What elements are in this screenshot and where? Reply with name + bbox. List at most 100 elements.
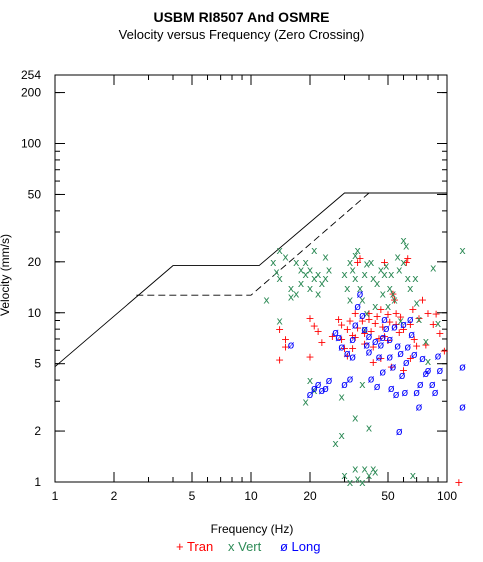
long-point: ø — [425, 364, 432, 377]
vert-point: x — [361, 268, 368, 281]
vert-point: x — [344, 282, 351, 295]
tran-point: + — [378, 321, 387, 334]
tran-point: + — [364, 307, 373, 320]
long-point: ø — [357, 288, 364, 301]
y-tick-label: 100 — [21, 137, 41, 151]
vert-point: x — [322, 272, 329, 285]
y-tick-label: 200 — [21, 86, 41, 100]
vert-point: x — [354, 472, 361, 485]
vert-point: x — [347, 293, 354, 306]
vert-point: x — [307, 264, 314, 277]
vert-point: x — [413, 297, 420, 310]
vert-point: x — [364, 307, 371, 320]
long-point: ø — [459, 361, 466, 374]
vert-point: x — [386, 282, 393, 295]
vert-point: x — [430, 262, 437, 275]
long-point: ø — [408, 328, 415, 341]
long-point: ø — [307, 388, 314, 401]
tran-point: + — [305, 351, 314, 364]
long-point: ø — [352, 319, 359, 332]
vert-point: x — [359, 476, 366, 489]
legend-item-vert: x Vert — [228, 539, 262, 554]
tran-point: + — [343, 349, 352, 362]
long-point: ø — [386, 333, 393, 346]
tran-point: + — [399, 364, 408, 377]
vert-point: x — [412, 272, 419, 285]
long-point: ø — [411, 348, 418, 361]
vert-point: x — [396, 264, 403, 277]
long-point: ø — [366, 330, 373, 343]
long-point: ø — [359, 309, 366, 322]
long-point: ø — [322, 382, 329, 395]
tran-point: + — [376, 303, 385, 316]
vert-point: x — [407, 282, 414, 295]
tran-point: + — [421, 338, 430, 351]
long-point: ø — [429, 378, 436, 391]
x-tick-label: 50 — [381, 489, 395, 503]
vert-point: x — [307, 282, 314, 295]
vert-point: x — [352, 463, 359, 476]
long-point: ø — [404, 341, 411, 354]
tran-point: + — [395, 326, 404, 339]
data-marks: ++++++++++++++++++++++++++++++++++++++++… — [263, 234, 466, 489]
vert-point: x — [459, 244, 466, 257]
vert-point: x — [273, 266, 280, 279]
tran-point: + — [429, 318, 438, 331]
vert-point: x — [400, 256, 407, 269]
x-tick-label: 20 — [303, 489, 317, 503]
vert-point: x — [410, 469, 417, 482]
long-point: ø — [378, 338, 385, 351]
long-point: ø — [349, 351, 356, 364]
tran-point: + — [337, 333, 346, 346]
legend-item-long: ø Long — [280, 539, 320, 554]
vert-point: x — [288, 290, 295, 303]
tran-point: + — [380, 256, 389, 269]
vert-point: x — [326, 264, 333, 277]
long-point: ø — [413, 386, 420, 399]
long-point: ø — [394, 340, 401, 353]
vert-point: x — [307, 374, 314, 387]
tran-point: + — [353, 321, 362, 334]
vert-point: x — [263, 293, 270, 306]
y-tick-label: 254 — [21, 68, 41, 82]
vert-point: x — [311, 244, 318, 257]
vert-point: x — [357, 282, 364, 295]
vert-point: x — [315, 268, 322, 281]
vert-point: x — [352, 249, 359, 262]
tran-point: + — [351, 307, 360, 320]
vert-point: x — [338, 391, 345, 404]
tran-point: + — [406, 318, 415, 331]
tran-point: + — [281, 333, 290, 346]
vert-point: x — [391, 293, 398, 306]
vert-point: x — [276, 315, 283, 328]
tran-point: + — [387, 361, 396, 374]
long-point: ø — [403, 356, 410, 369]
long-point: ø — [459, 400, 466, 413]
tran-point: + — [369, 356, 378, 369]
vert-point: x — [370, 463, 377, 476]
long-point: ø — [319, 384, 326, 397]
x-tick-label: 10 — [244, 489, 258, 503]
vert-point: x — [423, 335, 430, 348]
vert-point: x — [311, 272, 318, 285]
long-point: ø — [437, 364, 444, 377]
vert-point: x — [374, 277, 381, 290]
vert-point: x — [338, 429, 345, 442]
long-point: ø — [397, 347, 404, 360]
long-point: ø — [376, 351, 383, 364]
tran-point: + — [334, 313, 343, 326]
long-point: ø — [349, 333, 356, 346]
tran-point: + — [348, 329, 357, 342]
vert-point: x — [341, 469, 348, 482]
tran-point: + — [440, 344, 449, 357]
long-point: ø — [288, 338, 295, 351]
vert-point: x — [366, 422, 373, 435]
tran-point: + — [371, 317, 380, 330]
tran-point: + — [383, 334, 392, 347]
vert-point: x — [361, 323, 368, 336]
long-point: ø — [432, 386, 439, 399]
vert-point: x — [298, 277, 305, 290]
vert-point: x — [404, 272, 411, 285]
vert-point: x — [322, 251, 329, 264]
vert-point: x — [298, 264, 305, 277]
